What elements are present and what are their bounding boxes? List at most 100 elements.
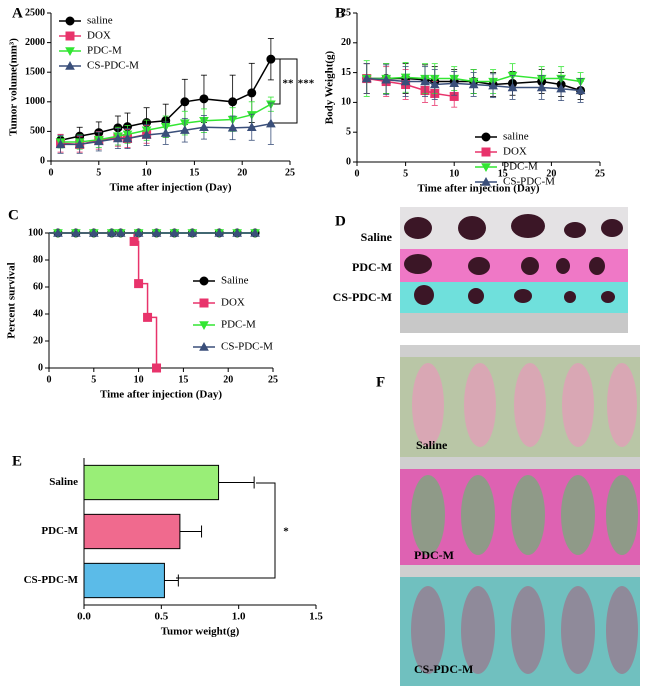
y-tick-label: 20 <box>341 37 351 48</box>
x-tick-label: 5 <box>96 167 101 178</box>
x-tick-label: 5 <box>91 374 96 385</box>
bar <box>83 562 165 599</box>
marker <box>488 80 498 90</box>
marker <box>169 227 180 237</box>
y-tick-label: 25 <box>341 7 351 18</box>
x-tick-label: 1.5 <box>309 611 323 623</box>
marker <box>420 76 430 86</box>
series-line <box>366 77 581 92</box>
panel-letter: B <box>335 5 345 21</box>
x-axis-label: Time after injection (Day) <box>109 182 231 194</box>
marker <box>381 74 392 84</box>
marker <box>53 227 63 237</box>
y-tick-label: 2000 <box>25 37 45 48</box>
category-label: PDC-M <box>41 525 78 537</box>
y-tick-label: 500 <box>30 126 45 137</box>
panel-letter: D <box>335 213 346 229</box>
y-tick-label: 0 <box>40 155 45 166</box>
legend-label: PDC-M <box>87 45 122 57</box>
legend-marker <box>199 298 209 308</box>
marker <box>468 79 479 89</box>
legend-label: PDC-M <box>221 319 256 331</box>
panel-letter: F <box>376 374 385 390</box>
marker <box>179 125 190 134</box>
marker <box>507 82 518 92</box>
y-tick-label: 5 <box>346 126 351 137</box>
y-tick-label: 0 <box>346 156 351 167</box>
marker <box>228 97 238 107</box>
legend-marker <box>481 163 491 173</box>
bar <box>83 464 220 501</box>
photo-label: Saline <box>416 438 448 452</box>
marker <box>187 227 198 237</box>
series-line <box>366 74 581 83</box>
legend-marker <box>199 321 209 331</box>
legend-marker <box>65 60 75 70</box>
x-tick-label: 5 <box>403 168 408 179</box>
marker <box>227 122 238 132</box>
y-tick-label: 10 <box>341 97 351 108</box>
legend-label: CS-PDC-M <box>503 176 555 188</box>
marker <box>449 78 460 88</box>
y-tick-label: 15 <box>341 67 351 78</box>
x-tick-label: 0 <box>49 167 54 178</box>
marker <box>199 122 209 131</box>
y-tick-label: 40 <box>33 308 43 319</box>
x-axis-label: Time after injection (Day) <box>100 389 222 401</box>
legend-label: DOX <box>503 146 527 158</box>
series-line <box>60 122 272 146</box>
marker <box>88 227 99 237</box>
x-tick-label: 10 <box>449 168 459 179</box>
x-tick-label: 1.0 <box>232 611 246 623</box>
legend-marker <box>481 147 491 157</box>
legend-marker <box>199 276 209 286</box>
marker <box>133 227 144 237</box>
marker <box>180 97 190 107</box>
marker <box>250 227 260 237</box>
x-tick-label: 25 <box>595 168 605 179</box>
marker <box>266 118 276 128</box>
legend-marker <box>65 16 75 26</box>
legend-marker <box>481 176 491 186</box>
marker <box>556 83 566 93</box>
y-tick-label: 1500 <box>25 66 45 77</box>
photo-f <box>400 345 640 686</box>
legend-marker <box>199 341 209 351</box>
error-bar <box>179 525 203 538</box>
photo-d <box>400 207 628 333</box>
x-tick-label: 15 <box>189 167 199 178</box>
annotation: ** <box>283 78 295 90</box>
photo-label: PDC-M <box>352 260 392 274</box>
x-tick-label: 20 <box>546 168 556 179</box>
photo-label: PDC-M <box>414 548 454 562</box>
marker <box>141 129 152 139</box>
marker <box>151 227 162 237</box>
panel-letter: E <box>12 453 22 469</box>
marker <box>214 227 225 237</box>
x-tick-label: 0 <box>355 168 360 179</box>
annotation: *** <box>298 78 315 90</box>
marker <box>536 82 547 92</box>
marker <box>74 139 85 149</box>
marker <box>134 279 144 289</box>
marker <box>400 76 411 86</box>
legend-label: Saline <box>221 275 249 287</box>
marker <box>129 236 139 246</box>
x-tick-label: 0 <box>47 374 52 385</box>
legend-label: DOX <box>221 297 245 309</box>
y-axis-label: Tumor volume(mm³) <box>8 38 20 136</box>
marker <box>232 227 243 237</box>
y-tick-label: 2500 <box>25 7 45 18</box>
x-tick-label: 20 <box>237 167 247 178</box>
photo-label: CS-PDC-M <box>414 662 473 676</box>
marker <box>199 94 209 104</box>
marker <box>160 128 171 137</box>
marker <box>93 136 104 146</box>
y-tick-label: 80 <box>33 254 43 265</box>
x-tick-label: 10 <box>142 167 152 178</box>
bar <box>83 513 181 550</box>
marker <box>575 85 586 95</box>
marker <box>247 88 257 98</box>
legend-label: DOX <box>87 30 111 42</box>
x-tick-label: 25 <box>268 374 278 385</box>
